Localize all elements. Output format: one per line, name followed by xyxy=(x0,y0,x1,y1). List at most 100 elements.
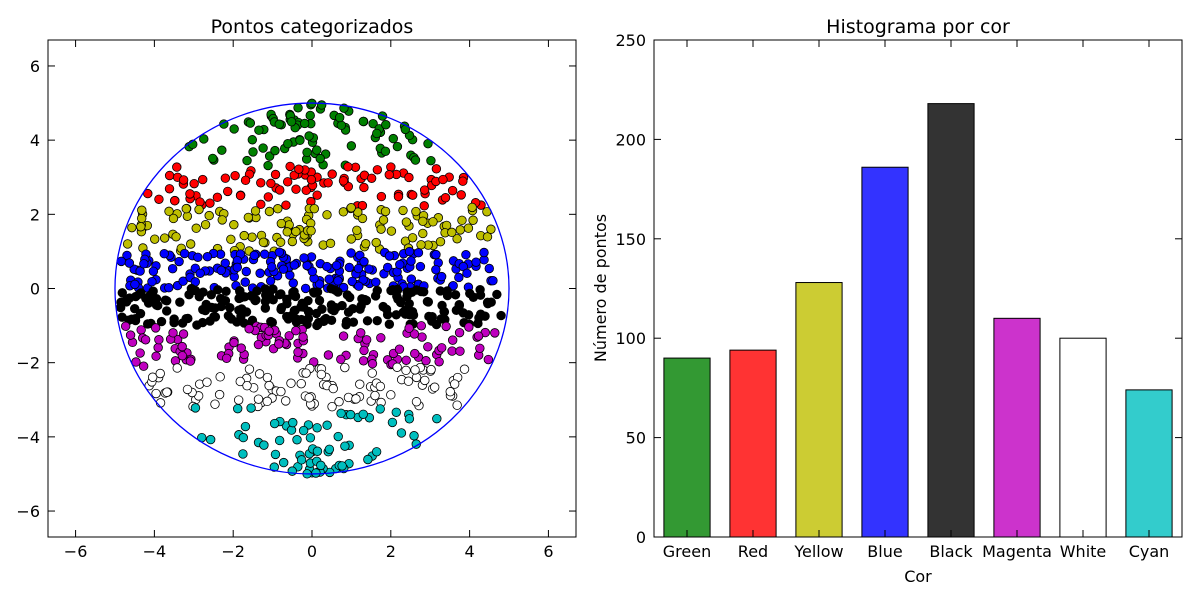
scatter-point xyxy=(282,298,292,309)
scatter-point xyxy=(254,369,265,379)
scatter-point xyxy=(306,226,316,236)
scatter-point xyxy=(281,200,291,210)
scatter-point xyxy=(229,124,239,134)
scatter-point xyxy=(130,279,140,290)
scatter-point xyxy=(476,309,486,319)
scatter-point xyxy=(282,177,293,187)
scatter-point xyxy=(346,234,356,244)
scatter-point xyxy=(463,223,474,233)
scatter-point xyxy=(250,206,261,216)
scatter-point xyxy=(291,184,301,194)
scatter-point xyxy=(185,239,196,249)
scatter-point xyxy=(387,417,398,428)
scatter-point xyxy=(253,394,264,404)
scatter-point xyxy=(375,381,386,392)
scatter-point xyxy=(356,328,366,338)
scatter-point xyxy=(207,302,217,313)
scatter-point xyxy=(364,264,374,274)
scatter-point xyxy=(415,261,426,272)
scatter-point xyxy=(391,407,401,417)
bar-ylabel: Número de pontos xyxy=(591,214,610,362)
scatter-point xyxy=(298,425,309,436)
scatter-point xyxy=(205,198,215,208)
scatter-point xyxy=(345,409,356,420)
scatter-point xyxy=(316,460,326,471)
scatter-point xyxy=(346,248,356,258)
scatter-point xyxy=(407,233,418,243)
scatter-point xyxy=(360,239,371,249)
bar-category-label: White xyxy=(1060,542,1107,561)
scatter-point xyxy=(260,303,271,313)
scatter-point xyxy=(154,194,164,204)
scatter-point xyxy=(312,145,322,155)
scatter-point xyxy=(471,257,481,267)
scatter-point xyxy=(438,174,448,185)
scatter-point xyxy=(168,213,179,224)
scatter-point xyxy=(376,333,386,343)
bar-magenta xyxy=(993,317,1041,538)
scatter-point xyxy=(355,379,365,389)
scatter-point xyxy=(437,343,447,353)
scatter-xtick-label: 4 xyxy=(465,542,475,561)
scatter-xtick-label: −4 xyxy=(143,542,167,561)
scatter-series-7 xyxy=(190,403,442,479)
scatter-point xyxy=(296,455,307,465)
scatter-point xyxy=(328,383,338,394)
scatter-point xyxy=(283,138,293,149)
scatter-point xyxy=(301,185,311,196)
scatter-point xyxy=(284,331,294,341)
scatter-point xyxy=(253,339,264,350)
bar-category-label: Cyan xyxy=(1129,542,1170,561)
scatter-point xyxy=(199,134,209,144)
scatter-point xyxy=(324,274,334,284)
scatter-point xyxy=(286,378,296,388)
bar-green xyxy=(663,357,711,538)
scatter-point xyxy=(140,335,151,345)
scatter-point xyxy=(384,251,395,261)
scatter-point xyxy=(459,364,470,374)
bar-ytick-label: 50 xyxy=(626,429,646,448)
scatter-point xyxy=(293,347,303,357)
scatter-point xyxy=(323,178,333,188)
scatter-point xyxy=(151,351,161,361)
scatter-point xyxy=(162,387,172,397)
scatter-point xyxy=(266,178,276,189)
scatter-point xyxy=(142,319,153,329)
scatter-point xyxy=(256,178,266,188)
scatter-point xyxy=(496,310,506,321)
scatter-point xyxy=(454,272,464,283)
scatter-point xyxy=(447,346,457,356)
scatter-point xyxy=(168,328,178,338)
scatter-point xyxy=(398,205,408,216)
scatter-point xyxy=(259,440,269,450)
scatter-point xyxy=(298,332,308,342)
scatter-point xyxy=(401,217,412,227)
scatter-point xyxy=(300,283,311,294)
scatter-point xyxy=(420,375,430,386)
scatter-xtick-label: −2 xyxy=(221,542,245,561)
scatter-point xyxy=(422,296,433,307)
scatter-point xyxy=(448,280,458,291)
scatter-series-3 xyxy=(116,246,498,294)
scatter-point xyxy=(309,204,319,214)
scatter-point xyxy=(136,222,146,232)
scatter-point xyxy=(409,431,419,441)
bar-black xyxy=(927,103,975,538)
scatter-point xyxy=(221,286,231,296)
scatter-point xyxy=(254,125,264,135)
scatter-point xyxy=(447,335,458,345)
scatter-point xyxy=(154,335,164,345)
scatter-point xyxy=(287,236,298,247)
scatter-point xyxy=(441,321,451,332)
scatter-point xyxy=(259,249,270,259)
scatter-point xyxy=(333,431,343,442)
scatter-point xyxy=(169,317,179,328)
scatter-point xyxy=(171,232,181,242)
scatter-point xyxy=(116,256,127,267)
scatter-point xyxy=(267,317,278,328)
scatter-point xyxy=(370,390,380,401)
scatter-point xyxy=(246,403,256,413)
scatter-point xyxy=(186,283,197,294)
scatter-point xyxy=(323,350,334,360)
scatter-point xyxy=(288,417,298,428)
